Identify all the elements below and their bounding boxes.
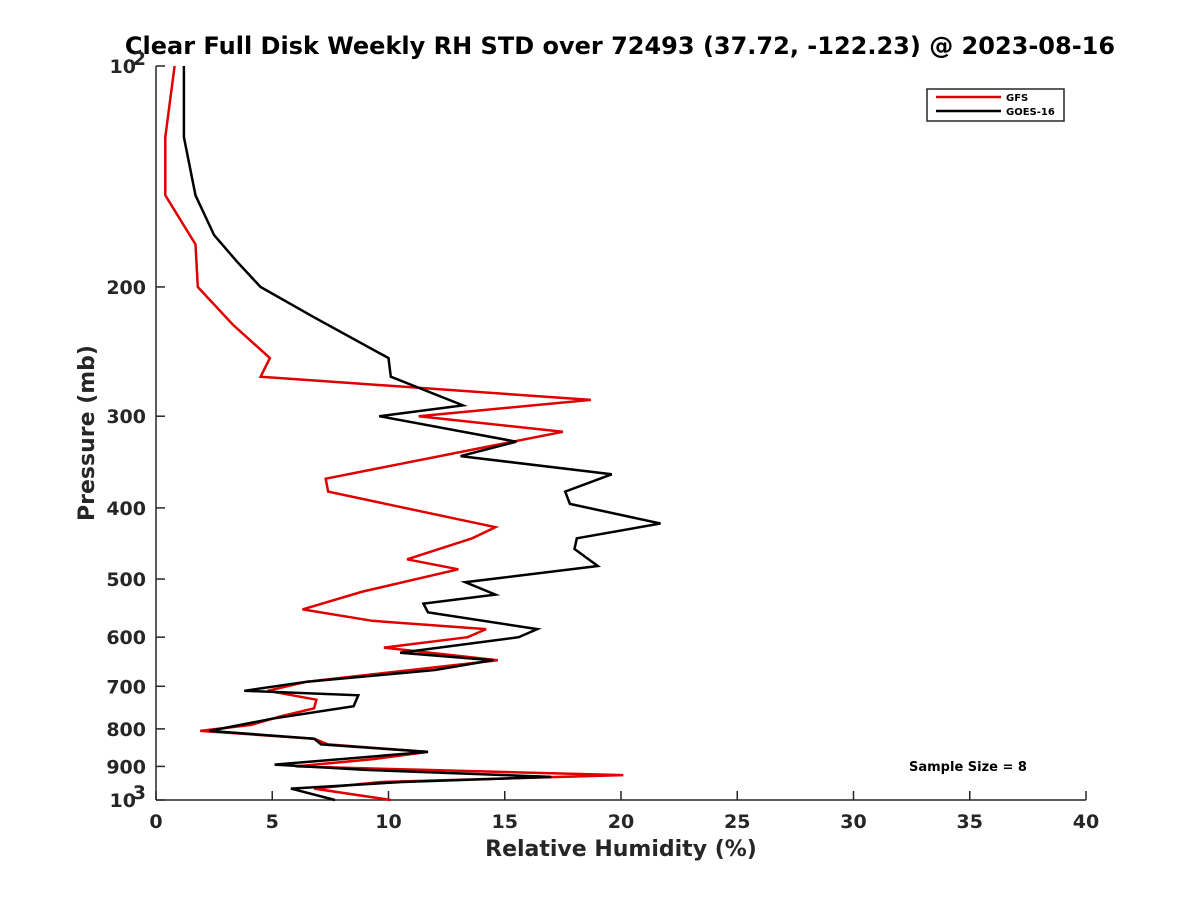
legend-label-goes16: GOES-16 (1006, 107, 1055, 118)
x-tick-label: 35 (957, 811, 983, 833)
y-tick-label: 300 (106, 406, 146, 428)
x-tick-label: 5 (266, 811, 279, 833)
y-tick-label: 800 (106, 719, 146, 741)
legend: GFS GOES-16 (926, 88, 1065, 122)
x-tick-label: 40 (1073, 811, 1099, 833)
y-tick-label: 700 (106, 676, 146, 698)
series-line-gfs (164, 65, 624, 802)
y-tick-label: 10 (110, 56, 136, 78)
y-tick-label: 900 (106, 756, 146, 778)
plot-area: 0 5 10 15 20 25 30 35 40 10220030040050060070080… (106, 48, 1099, 833)
y-tick-exponent: 3 (133, 782, 146, 804)
y-tick-label: 500 (106, 569, 146, 591)
y-tick-label: 10 (110, 790, 136, 812)
y-tick-label: 400 (106, 498, 146, 520)
legend-label-gfs: GFS (1006, 93, 1028, 104)
legend-box (926, 88, 1065, 122)
x-tick-label: 30 (840, 811, 866, 833)
x-tick-label: 0 (149, 811, 162, 833)
x-tick-label: 15 (492, 811, 518, 833)
y-tick-exponent: 2 (133, 48, 146, 70)
x-tick-label: 25 (724, 811, 750, 833)
x-ticks: 0 5 10 15 20 25 30 35 40 (149, 791, 1099, 833)
x-axis-label: Relative Humidity (%) (485, 837, 757, 862)
chart-title: Clear Full Disk Weekly RH STD over 72493… (125, 32, 1115, 60)
x-tick-label: 20 (608, 811, 634, 833)
y-tick-label: 600 (106, 627, 146, 649)
series-line-goes16 (182, 66, 661, 802)
sample-size-annotation: Sample Size = 8 (909, 760, 1027, 775)
series-lines (164, 65, 661, 802)
y-axis-label: Pressure (mb) (75, 345, 100, 521)
x-tick-label: 10 (375, 811, 401, 833)
y-tick-label: 200 (106, 277, 146, 299)
